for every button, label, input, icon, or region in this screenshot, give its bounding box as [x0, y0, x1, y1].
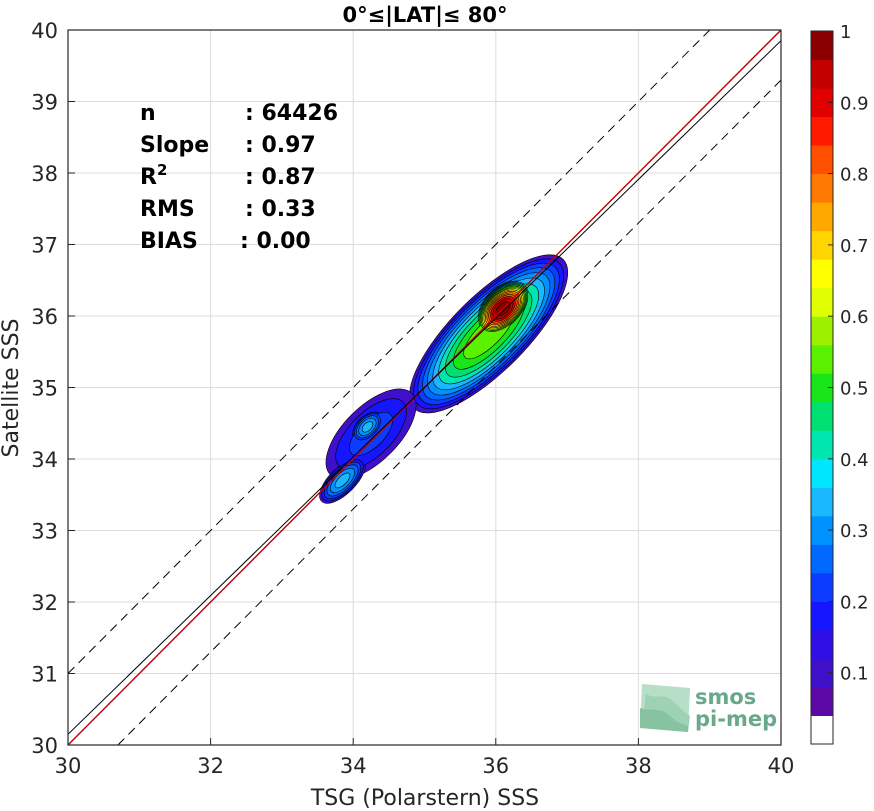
stat-label: Slope [140, 133, 209, 158]
y-tick-label: 37 [31, 234, 58, 258]
colorbar-segment [811, 715, 833, 745]
colorbar-tick-label: 0.5 [840, 379, 869, 400]
colorbar-segment [811, 173, 833, 203]
y-tick-label: 33 [31, 520, 58, 544]
y-tick-label: 39 [31, 91, 58, 115]
colorbar-segment [811, 430, 833, 460]
x-axis-label: TSG (Polarstern) SSS [310, 786, 539, 811]
colorbar-segment [811, 230, 833, 260]
colorbar-segment [811, 31, 833, 61]
stat-value: : 64426 [245, 101, 338, 126]
colorbar-segment [811, 487, 833, 517]
x-tick-label: 32 [197, 754, 224, 778]
colorbar-segment [811, 116, 833, 146]
colorbar-segment [811, 88, 833, 118]
colorbar-tick-label: 0.2 [840, 592, 869, 613]
y-tick-label: 36 [31, 305, 58, 329]
colorbar-tick-label: 0.4 [840, 450, 869, 471]
fit-line [68, 40, 781, 735]
y-tick-label: 38 [31, 162, 58, 186]
colorbar-segment [811, 515, 833, 545]
y-tick-label: 31 [31, 663, 58, 687]
colorbar-tick-label: 0.1 [840, 664, 869, 685]
colorbar-segment [811, 401, 833, 431]
stat-value: : 0.33 [245, 197, 316, 222]
colorbar-segment [811, 344, 833, 374]
x-tick-label: 34 [340, 754, 367, 778]
lower-bound-line [117, 79, 781, 745]
colorbar-tick-label: 1 [840, 22, 851, 43]
colorbar-tick-label: 0.6 [840, 307, 869, 328]
colorbar-segment [811, 572, 833, 602]
stat-value: : 0.97 [245, 133, 316, 158]
density-contour [361, 421, 374, 433]
colorbar-segment [811, 287, 833, 317]
y-axis: 30 31 32 33 34 35 36 37 38 39 40 [31, 19, 75, 758]
logo-text-smos: smos [695, 685, 756, 709]
stat-value: : 0.87 [245, 165, 316, 190]
colorbar-segment [811, 59, 833, 89]
x-tick-label: 38 [625, 754, 652, 778]
stat-value: : 0.00 [240, 229, 311, 254]
stat-label: n [140, 101, 156, 126]
x-tick-label: 36 [482, 754, 509, 778]
chart-title: 0°≤|LAT|≤ 80° [342, 3, 507, 28]
colorbar [810, 30, 834, 745]
colorbar-ticks: 0.1 0.2 0.3 0.4 0.5 0.6 0.7 0.8 0.9 1 [828, 22, 869, 685]
colorbar-segment [811, 544, 833, 574]
colorbar-segment [811, 629, 833, 659]
upper-bound-line [68, 30, 711, 674]
smos-pi-mep-logo: smos pi-mep [640, 684, 777, 732]
colorbar-segment [811, 316, 833, 346]
colorbar-tick-label: 0.7 [840, 236, 869, 257]
x-axis: 30 32 34 36 38 40 [55, 738, 795, 778]
x-tick-label: 40 [768, 754, 795, 778]
y-tick-label: 30 [31, 734, 58, 758]
stat-label: RMS [140, 197, 195, 222]
y-tick-label: 35 [31, 377, 58, 401]
reference-lines [68, 30, 781, 745]
logo-text-pi-mep: pi-mep [695, 707, 777, 731]
colorbar-tick-label: 0.8 [840, 165, 869, 186]
stat-label: BIAS [140, 229, 198, 254]
y-tick-label: 32 [31, 591, 58, 615]
colorbar-tick-label: 0.3 [840, 521, 869, 542]
colorbar-segment [811, 686, 833, 716]
logo-graphic-icon [640, 684, 690, 732]
colorbar-segment [811, 601, 833, 631]
colorbar-segment [811, 373, 833, 403]
y-tick-label: 40 [31, 19, 58, 43]
grid [67, 29, 782, 746]
x-tick-label: 30 [55, 754, 82, 778]
y-axis-label: Satellite SSS [0, 319, 24, 458]
colorbar-segment [811, 259, 833, 289]
colorbar-segment [811, 202, 833, 232]
colorbar-tick-label: 0.9 [840, 93, 869, 114]
colorbar-segment [811, 145, 833, 175]
colorbar-segment [811, 658, 833, 688]
colorbar-segment [811, 458, 833, 488]
density-contour [334, 472, 351, 489]
y-tick-label: 34 [31, 448, 58, 472]
